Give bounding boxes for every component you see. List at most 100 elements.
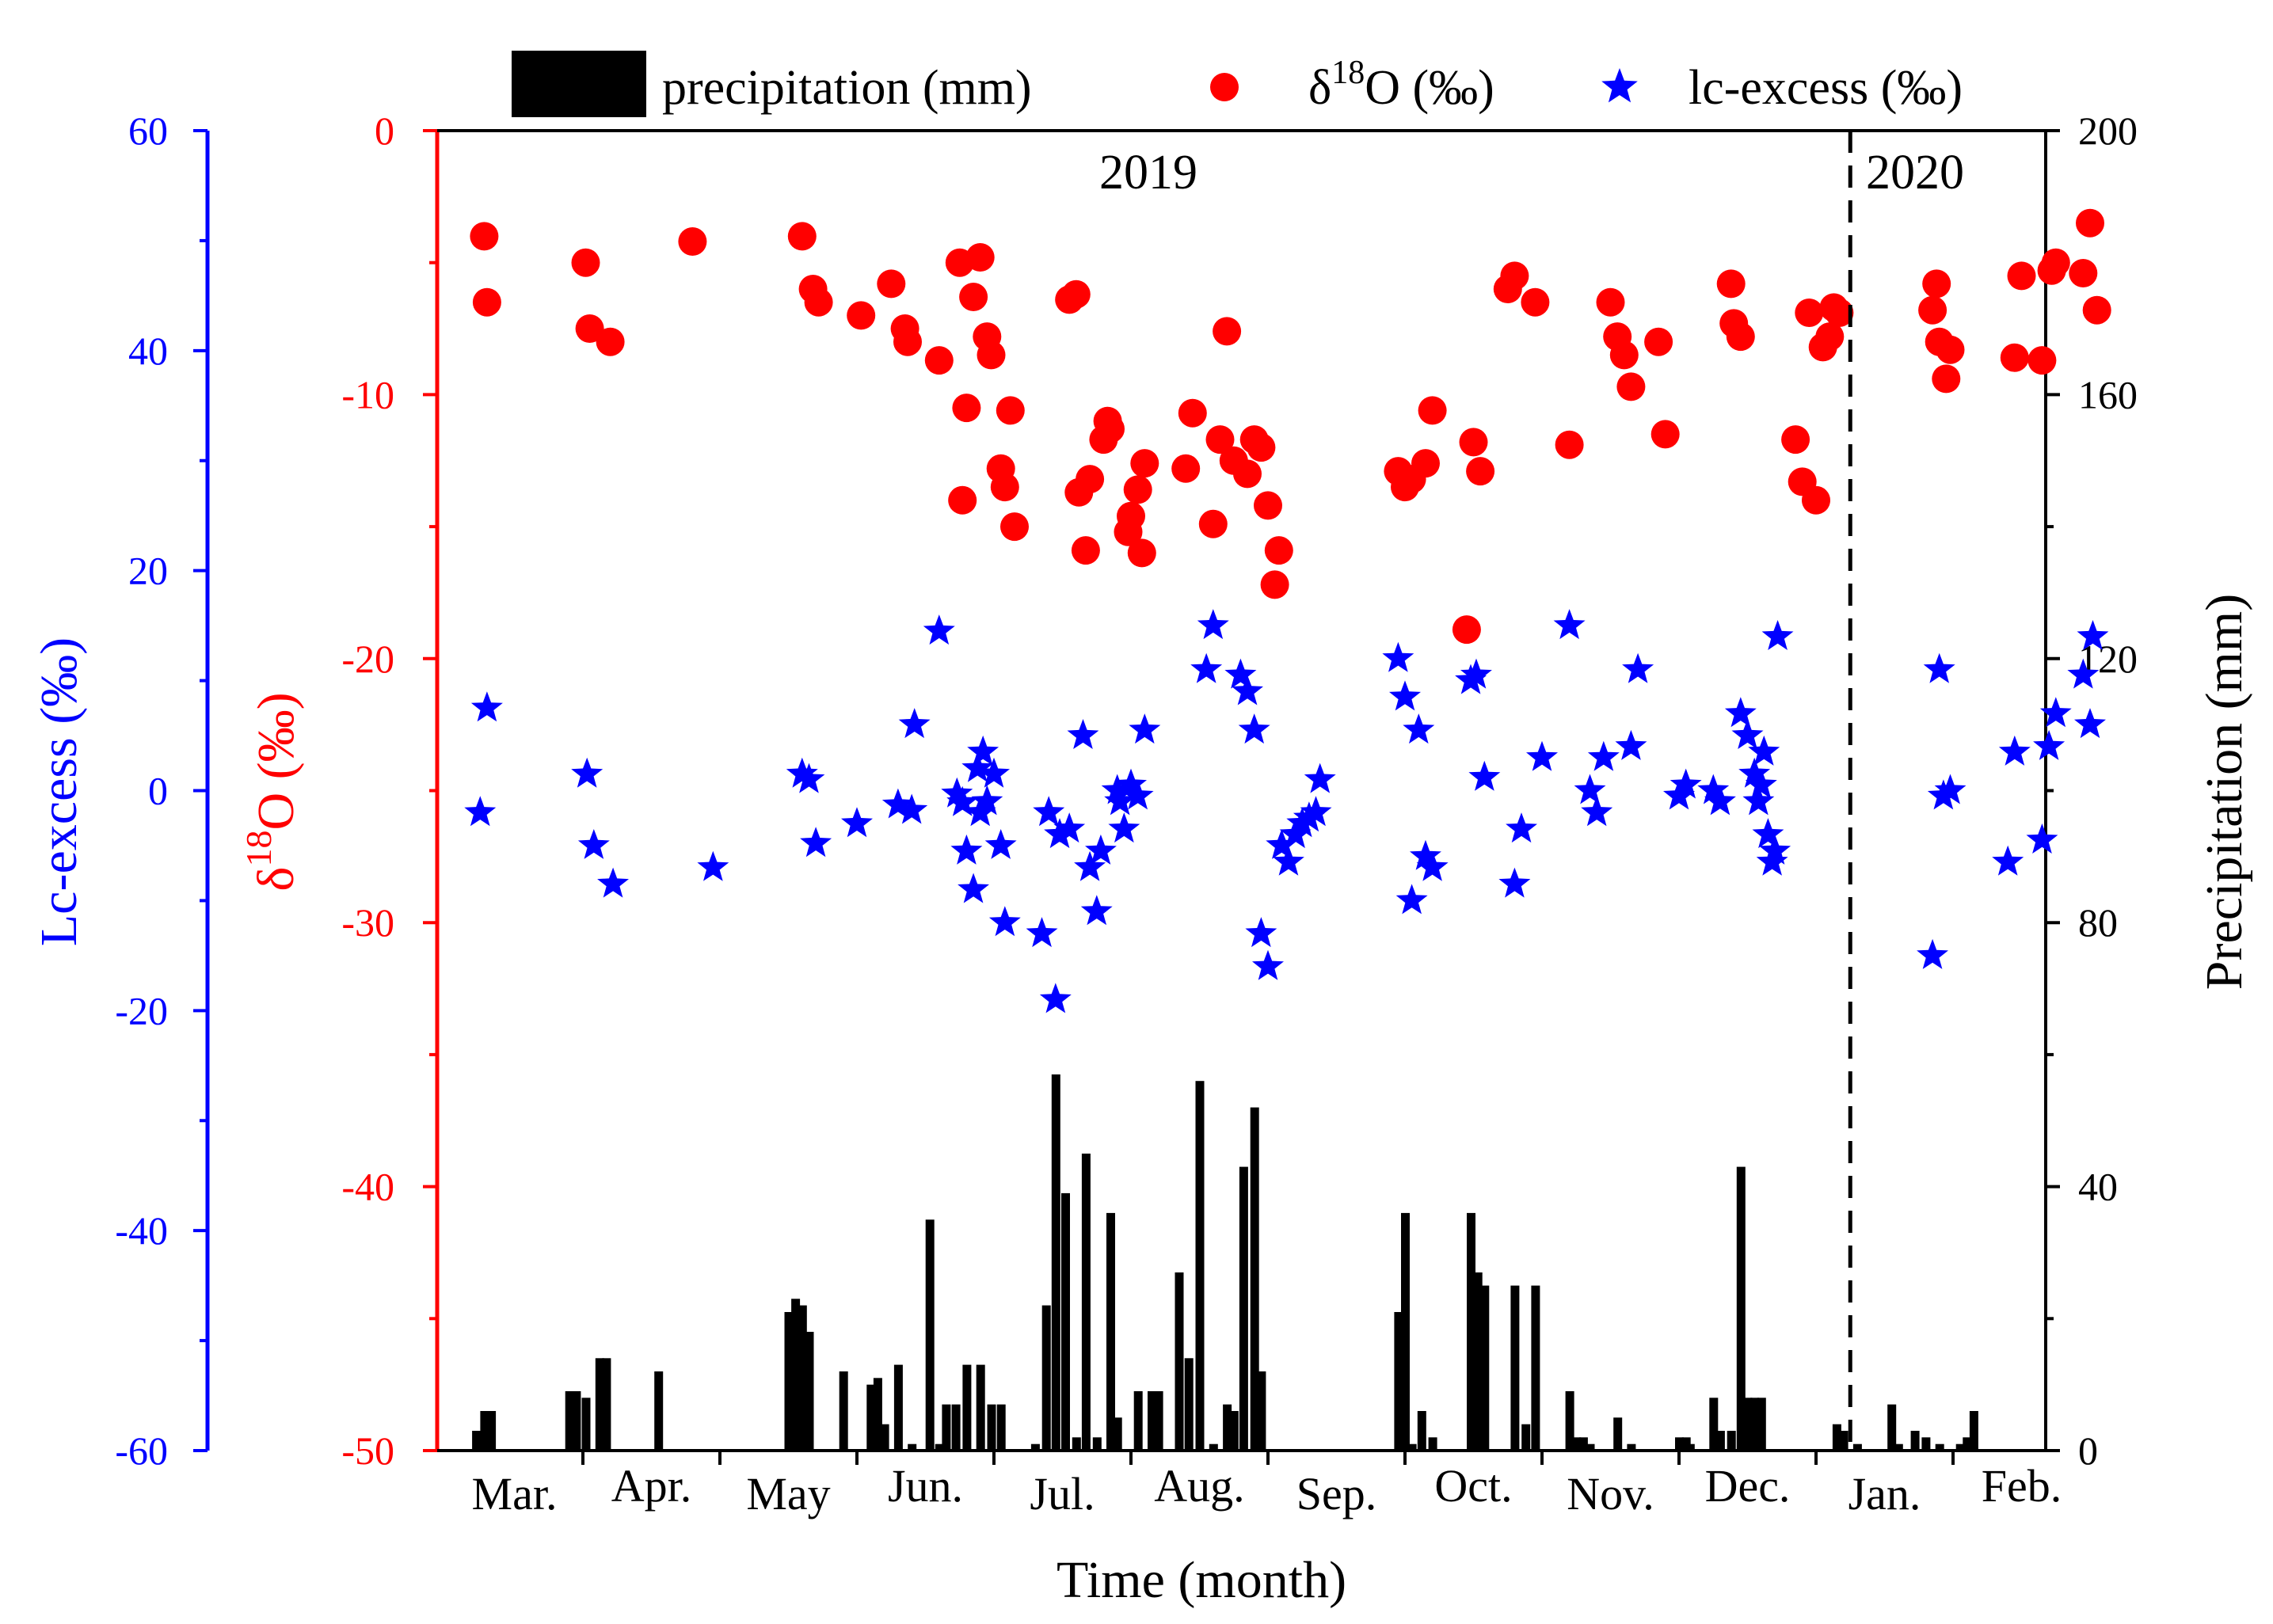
d18o-point (1127, 538, 1156, 568)
lc-excess-point (1742, 785, 1775, 816)
d18o-point (1596, 287, 1625, 317)
lc-excess-point (1304, 763, 1336, 793)
d18o-point (2027, 346, 2057, 375)
precipitation-bar (1041, 1305, 1051, 1451)
lc-excess-point (1067, 719, 1099, 749)
month-label: Aug. (1154, 1460, 1244, 1512)
precipitation-bar (1257, 1371, 1266, 1451)
precipitation-bar (987, 1404, 996, 1451)
lc-excess-point (1403, 713, 1435, 744)
lc-excess-point (1085, 834, 1117, 865)
lc-excess-point (1416, 850, 1449, 881)
d18o-point (1076, 465, 1105, 494)
precipitation-bar (1428, 1437, 1437, 1451)
precipitation-bar (976, 1364, 985, 1451)
lc-excess-point (1039, 983, 1072, 1014)
d18o-point (1716, 269, 1746, 299)
precipitation-bar (1239, 1166, 1248, 1451)
d18o-point (804, 287, 833, 317)
precipitation-bar (654, 1371, 664, 1451)
lc-excess-point (1923, 652, 1955, 683)
month-label: Oct. (1434, 1460, 1512, 1512)
d18o-point (678, 227, 707, 256)
precipitation-bar (480, 1411, 489, 1451)
precipitation-bars (472, 1074, 1978, 1451)
d18o-point (1609, 340, 1639, 370)
precipitation-bar (1148, 1391, 1156, 1451)
precipitation-bar (595, 1358, 604, 1451)
d18o-point (787, 222, 817, 251)
precipitation-bar (1613, 1417, 1623, 1451)
lc-excess-point (1410, 839, 1441, 870)
d18o-point (996, 396, 1025, 425)
lc-excess-point (597, 867, 629, 898)
precipitation-bar (935, 1443, 944, 1451)
d18o-point (1936, 335, 1965, 364)
lc-excess-point (1026, 917, 1058, 948)
precipitation-bar (565, 1391, 574, 1451)
lc-excess-point (571, 757, 603, 788)
precipitation-bar (1480, 1285, 1490, 1451)
precipitation-bar (1832, 1424, 1841, 1451)
precipitation-bar (1565, 1391, 1574, 1451)
d18o-point (2000, 343, 2029, 372)
d18o-point (1178, 398, 1207, 428)
d18o-point (1825, 299, 1854, 327)
lc-excess-point (464, 796, 497, 827)
lc-excess-point (697, 850, 729, 881)
precipitation-bar (1051, 1074, 1060, 1451)
d18o-point (2076, 208, 2104, 238)
precipitation-bar (1685, 1443, 1695, 1451)
lc-excess-point (786, 757, 818, 788)
lc-excess-point (470, 691, 503, 722)
d18o-point (1411, 449, 1440, 478)
precip-tick-label: 0 (2078, 1428, 2098, 1473)
lc-excess-point (978, 757, 1010, 788)
d18o-point (1205, 425, 1235, 454)
lc-excess-point (1553, 609, 1586, 640)
precipitation-bar (1521, 1424, 1531, 1451)
d18o-tick-label: 0 (375, 108, 394, 153)
lc-excess-point (1670, 768, 1702, 799)
lc-excess-point (793, 763, 825, 793)
lc-excess-point (1044, 818, 1076, 849)
precipitation-bar (1113, 1417, 1122, 1451)
lc-excess-point (2026, 823, 2058, 854)
lc-excess-point (1395, 884, 1428, 915)
precipitation-bar (1417, 1411, 1426, 1451)
legend-lc-excess-label: lc-excess (‰) (1689, 61, 1963, 115)
d18o-point (977, 340, 1006, 370)
lc-excess-point (1992, 845, 2024, 876)
lc-excess-axis-title: Lc-excess (‰) (30, 637, 88, 946)
lc-excess-point (1704, 785, 1736, 816)
precipitation-bar (1681, 1437, 1691, 1451)
precipitation-bar (1921, 1437, 1931, 1451)
precipitation-bar (1709, 1398, 1719, 1451)
lc-excess-point (1574, 774, 1606, 804)
d18o-point (1117, 501, 1145, 531)
precipitation-bar (1072, 1437, 1081, 1451)
precipitation-bar (880, 1424, 889, 1451)
d18o-points (470, 208, 2111, 645)
lc-excess-point (2039, 697, 2072, 728)
d18o-point (877, 269, 906, 299)
d18o-point (1123, 475, 1152, 504)
d18o-point (1247, 433, 1276, 462)
precip-tick-label: 160 (2078, 372, 2138, 416)
precipitation-bar (1750, 1398, 1760, 1451)
month-label: Mar. (472, 1468, 558, 1519)
month-label: Dec. (1705, 1460, 1791, 1512)
d18o-point (959, 283, 988, 311)
d18o-axis-title: δ18O (‰) (238, 692, 305, 891)
precipitation-bar (1578, 1437, 1588, 1451)
precipitation-bar (572, 1391, 581, 1451)
legend-d18o-label: δ18O (‰) (1308, 55, 1494, 115)
axis-ticks: 6040200-20-40-600-10-20-30-40-5020016012… (115, 108, 2138, 1519)
precipitation-bar (472, 1431, 482, 1451)
precipitation-bar (1757, 1398, 1766, 1451)
lc-excess-point (1748, 735, 1780, 766)
year-label-2019: 2019 (1099, 146, 1197, 200)
lc-excess-point (1998, 735, 2031, 766)
precipitation-bar (487, 1411, 497, 1451)
